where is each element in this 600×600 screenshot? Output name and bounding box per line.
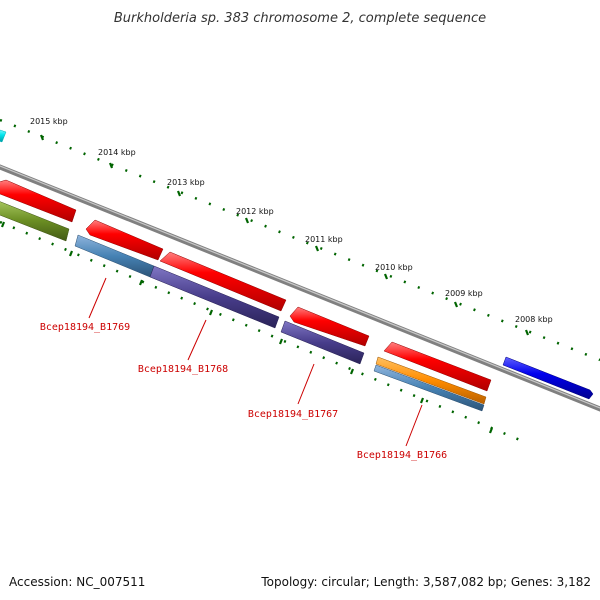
inner-dotted-ring [0,220,521,442]
tick-label: 2010 kbp [375,263,413,272]
cyan-feature[interactable] [0,128,7,143]
genome-backbone [0,164,600,412]
tick-labels: 2015 kbp 2014 kbp 2013 kbp 2012 kbp 2011… [30,117,553,324]
inner-tick [488,427,494,434]
gene-label-b1768[interactable]: Bcep18194_B1768 [138,364,228,375]
blue-feature-arrow[interactable] [502,356,594,400]
slate-feature[interactable] [149,265,280,329]
backbone-highlight [0,165,600,409]
tick-label: 2008 kbp [515,315,553,324]
major-tick [108,162,114,169]
steelblue-feature[interactable] [373,364,485,412]
major-tick [39,134,45,141]
gene-labels: Bcep18194_B1769 Bcep18194_B1768 Bcep1819… [40,322,447,461]
inner-major-ticks [0,221,494,434]
red-cds-arrow[interactable] [383,341,492,392]
tick-label: 2015 kbp [30,117,68,126]
gene-label-b1767[interactable]: Bcep18194_B1767 [248,409,338,420]
leader-line [405,404,423,447]
inner-tick [0,221,6,228]
major-tick [314,245,320,252]
red-cds-arrow[interactable] [85,219,164,261]
major-tick-marks [39,134,530,336]
tick-label: 2013 kbp [167,178,205,187]
major-tick [176,190,182,197]
leader-line [88,277,107,319]
map-title: Burkholderia sp. 383 chromosome 2, compl… [114,11,486,26]
red-cds-arrow[interactable] [289,306,370,347]
red-cds-arrow[interactable] [0,179,77,223]
outer-tick-ring [0,118,600,362]
major-tick [244,217,250,224]
tick-label: 2009 kbp [445,289,483,298]
gene-label-b1769[interactable]: Bcep18194_B1769 [40,322,130,333]
major-tick [524,329,530,336]
inner-tick [349,368,355,375]
reverse-strand-features [0,200,487,412]
leader-line [187,319,207,361]
inner-tick-ring [0,220,521,442]
inner-tick [138,279,144,286]
summary-text: Topology: circular; Length: 3,587,082 bp… [260,575,591,589]
accession-text: Accession: NC_007511 [9,575,145,589]
orange-feature[interactable] [375,356,487,405]
inner-tick [278,338,284,345]
gene-label-b1766[interactable]: Bcep18194_B1766 [357,450,447,461]
slate-feature[interactable] [280,320,365,365]
olive-feature[interactable] [0,200,70,242]
tick-label: 2011 kbp [305,235,343,244]
forward-strand-features [0,179,594,400]
major-tick [383,273,389,280]
tick-label: 2014 kbp [98,148,136,157]
inner-tick [419,397,425,404]
inner-tick [68,250,74,257]
tick-label: 2012 kbp [236,207,274,216]
backbone-line [0,164,600,412]
gene-leader-lines [88,277,423,447]
inner-tick [208,309,214,316]
major-tick [453,301,459,308]
leader-line [297,363,315,405]
red-cds-arrow[interactable] [159,251,287,312]
